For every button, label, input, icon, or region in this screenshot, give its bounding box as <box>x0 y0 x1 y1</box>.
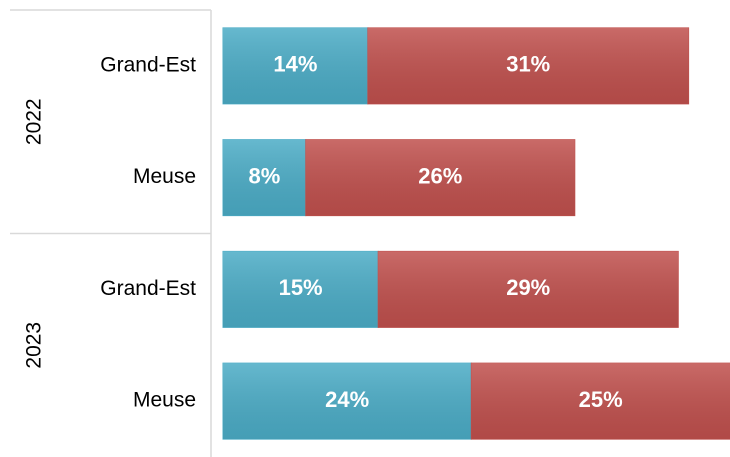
group-label: 2023 <box>23 322 46 369</box>
value-label: 26% <box>418 163 462 188</box>
value-label: 15% <box>279 275 323 300</box>
bar-shade <box>471 363 730 440</box>
category-label: Meuse <box>133 389 196 412</box>
bar-shade <box>367 27 689 104</box>
bar-shade <box>378 251 679 328</box>
value-label: 29% <box>506 275 550 300</box>
bar-shade <box>223 139 306 216</box>
value-label: 25% <box>579 387 623 412</box>
bar-shade <box>223 251 379 328</box>
value-label: 8% <box>248 163 280 188</box>
bar-shade <box>305 139 575 216</box>
category-label: Grand-Est <box>100 277 196 300</box>
value-label: 14% <box>273 52 317 77</box>
value-label: 24% <box>325 387 369 412</box>
category-label: Meuse <box>133 165 196 188</box>
value-label: 31% <box>506 52 550 77</box>
bar-shade <box>223 27 368 104</box>
category-label: Grand-Est <box>100 53 196 76</box>
bar-shade <box>223 363 472 440</box>
group-label: 2022 <box>23 98 46 145</box>
